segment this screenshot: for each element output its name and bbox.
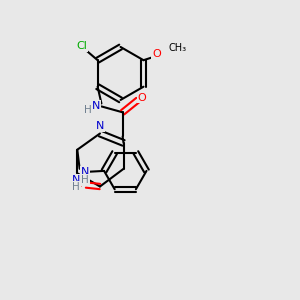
Text: H: H — [72, 182, 80, 192]
Text: N: N — [72, 175, 80, 185]
Text: H: H — [81, 175, 89, 185]
Text: CH₃: CH₃ — [168, 43, 186, 52]
Text: Cl: Cl — [76, 41, 87, 51]
Text: H: H — [84, 105, 92, 115]
Text: O: O — [152, 49, 161, 59]
Text: O: O — [138, 93, 146, 103]
Text: N: N — [96, 121, 104, 131]
Text: N: N — [81, 167, 89, 177]
Text: O: O — [74, 180, 82, 190]
Text: N: N — [92, 100, 100, 110]
